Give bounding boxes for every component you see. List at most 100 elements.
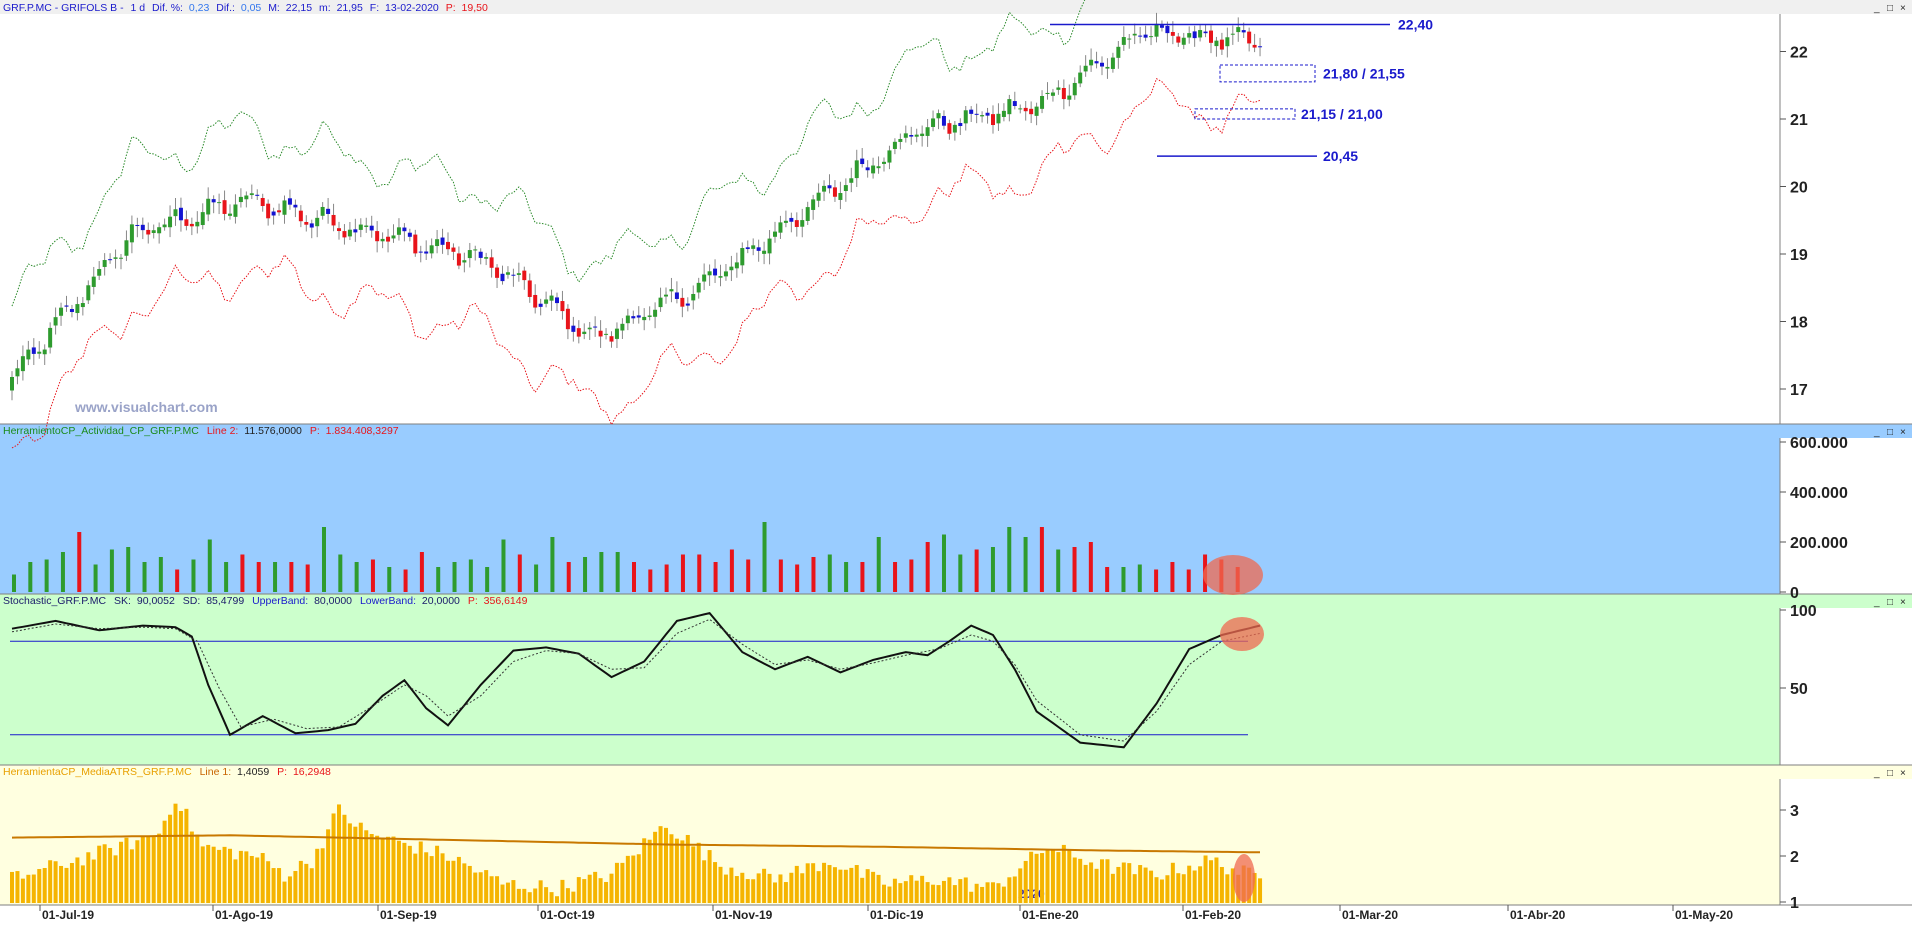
atr-bar	[391, 836, 396, 903]
atr-bar	[173, 803, 178, 903]
minimize-icon[interactable]: _	[1873, 597, 1880, 608]
minimize-icon[interactable]: _	[1873, 768, 1880, 779]
candle-body	[184, 219, 189, 226]
candle-body	[113, 257, 118, 259]
volume-bar	[468, 559, 473, 592]
atr-bar	[685, 834, 690, 903]
atr-bar	[1203, 855, 1208, 903]
atr-bar	[544, 887, 549, 903]
sk-label: SK:	[114, 595, 131, 607]
atr-bar	[674, 838, 679, 903]
level-label: 21,80 / 21,55	[1323, 65, 1405, 81]
atr-bar	[931, 884, 936, 903]
atr-bar	[664, 827, 668, 903]
candle-body	[516, 273, 521, 275]
candle-body	[691, 293, 696, 301]
volume-bars	[12, 522, 1240, 592]
candle-body	[576, 328, 581, 337]
atr-bar	[1230, 868, 1235, 903]
x-tick-label: 01-Jul-19	[42, 908, 94, 922]
volume-bar	[485, 567, 490, 592]
candle-body	[320, 206, 325, 216]
candle-body	[527, 280, 532, 297]
atr-bar	[985, 882, 990, 903]
stoch-highlight	[1220, 617, 1264, 651]
atr-bar	[1187, 865, 1192, 903]
minimize-icon[interactable]: _	[1873, 427, 1880, 438]
candle-body	[1203, 31, 1208, 34]
candle-body	[571, 325, 576, 332]
volume-bar	[1039, 527, 1044, 592]
candle-body	[151, 230, 156, 234]
candle-body	[462, 260, 467, 263]
candle-body	[931, 118, 936, 127]
restore-icon[interactable]: □	[1887, 427, 1893, 438]
volume-y-tick-label: 600.000	[1790, 435, 1848, 452]
atr-bar	[636, 854, 641, 903]
volume-bar	[126, 547, 131, 592]
candle-body	[168, 216, 173, 228]
volume-bar	[501, 539, 506, 592]
atr-bar	[119, 841, 123, 903]
candle-body	[244, 195, 249, 200]
atr-bar	[707, 850, 712, 903]
atr-bar	[549, 892, 554, 903]
atr-bar	[560, 879, 565, 903]
close-icon[interactable]: ×	[1900, 427, 1906, 438]
close-icon[interactable]: ×	[1900, 768, 1906, 779]
candle-body	[86, 285, 91, 301]
volume-bar	[370, 559, 375, 592]
candle-body	[15, 368, 20, 377]
atr-bar	[1056, 852, 1061, 903]
atr-bar	[696, 842, 701, 903]
atr-bar	[467, 865, 472, 903]
atr-bar	[925, 882, 930, 903]
volume-bar	[550, 537, 555, 592]
atr-bar	[1170, 862, 1175, 903]
restore-icon[interactable]: □	[1887, 597, 1893, 608]
atr-bar	[337, 804, 341, 903]
candle-body	[20, 356, 25, 372]
candle-body	[505, 272, 510, 275]
candle-body	[832, 187, 837, 197]
atr-bar	[620, 862, 625, 903]
volume-bar	[713, 562, 718, 592]
candle-body	[582, 331, 587, 335]
atr-bar	[625, 855, 630, 903]
candle-body	[418, 251, 423, 253]
atr-bar	[293, 870, 298, 903]
atr-bar	[936, 885, 941, 903]
stoch-header-bar	[0, 594, 1912, 608]
volume-panel-bg	[0, 424, 1780, 594]
close-icon[interactable]: ×	[1900, 3, 1906, 14]
volume-bar	[191, 559, 196, 592]
minimize-icon[interactable]: _	[1873, 3, 1880, 14]
atr-bar	[762, 868, 767, 903]
candle-body	[598, 330, 603, 337]
atr-y-tick-label: 2	[1790, 849, 1799, 866]
restore-icon[interactable]: □	[1887, 768, 1893, 779]
atr-bar	[53, 861, 58, 903]
atr-bar	[495, 876, 500, 903]
candle-body	[69, 308, 74, 312]
atr-window-controls: _ □ ×	[1873, 768, 1906, 779]
atr-bar	[1105, 859, 1110, 903]
close-icon[interactable]: ×	[1900, 597, 1906, 608]
volume-bar	[893, 562, 898, 592]
dif-pct-label: Dif. %:	[152, 2, 183, 14]
restore-icon[interactable]: □	[1887, 3, 1893, 14]
candle-body	[664, 294, 668, 297]
atr-bar	[48, 860, 53, 903]
atr-p-label: P:	[277, 766, 287, 778]
candle-body	[854, 160, 859, 179]
candle-body	[467, 250, 472, 259]
atr-bar	[565, 888, 570, 903]
atr-bar	[647, 839, 652, 903]
volume-bar	[256, 562, 261, 592]
atr-bar	[446, 860, 450, 903]
volume-bar	[338, 554, 343, 592]
candle-body	[124, 240, 129, 256]
date-axis-bg	[0, 905, 1780, 922]
candle-body	[364, 225, 369, 227]
candle-body	[794, 220, 799, 227]
